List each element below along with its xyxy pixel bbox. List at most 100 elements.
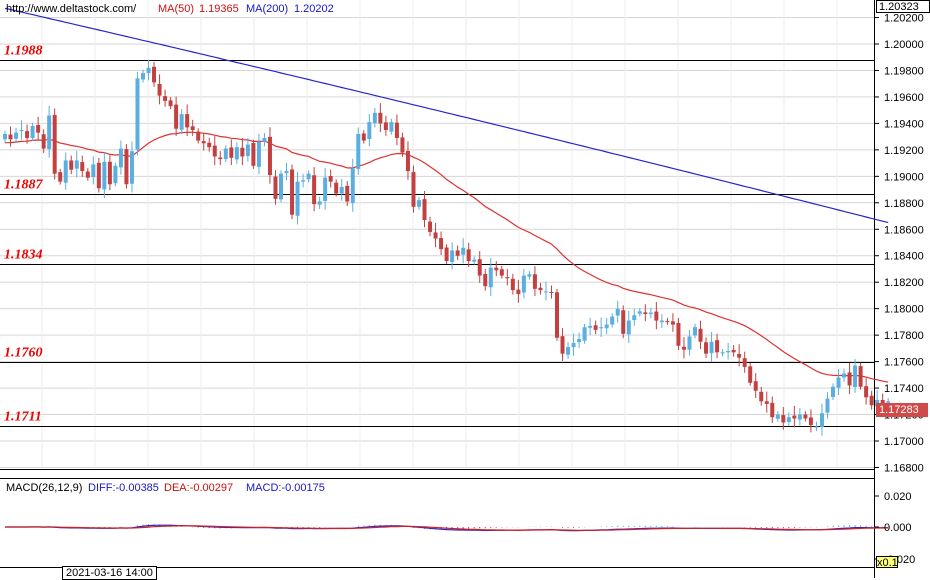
candle-body xyxy=(466,249,471,262)
candle-body xyxy=(30,126,35,138)
candle-body xyxy=(748,366,753,383)
price-tick-label: 1.18000 xyxy=(884,304,924,316)
ma50-line xyxy=(4,131,889,383)
candle-body xyxy=(433,232,438,239)
candle-body xyxy=(262,137,267,142)
candle-body xyxy=(428,221,433,232)
candle-body xyxy=(599,327,604,329)
candle-body xyxy=(400,137,405,153)
site-url[interactable]: http://www.deltastock.com/ xyxy=(6,3,137,15)
candle-body xyxy=(808,417,813,426)
candle-body xyxy=(74,160,79,169)
candle-body xyxy=(279,173,283,200)
price-tick-label: 1.19800 xyxy=(884,65,924,77)
candle-body xyxy=(842,373,847,378)
candle-body xyxy=(41,134,46,149)
candle-body xyxy=(577,339,582,343)
macd-label: MACD(26,12,9) xyxy=(6,482,83,494)
candlesticks xyxy=(3,59,891,436)
candle-body xyxy=(593,325,598,330)
candle-body xyxy=(207,142,212,148)
candle-body xyxy=(814,426,819,428)
candle-body xyxy=(555,292,559,338)
price-gridlines xyxy=(0,0,874,469)
time-cursor-label: 2021-03-16 14:00 xyxy=(62,566,157,580)
candle-body xyxy=(174,104,179,129)
candle-body xyxy=(538,287,543,291)
candle-body xyxy=(146,67,151,74)
price-tick-label: 1.18200 xyxy=(884,277,924,289)
candle-body xyxy=(306,173,311,180)
candle-body xyxy=(488,267,493,288)
ma200-line xyxy=(4,7,889,224)
candle-body xyxy=(676,322,681,346)
candle-body xyxy=(632,315,637,321)
candle-body xyxy=(444,247,449,262)
candle-body xyxy=(566,347,571,355)
candle-body xyxy=(190,126,195,131)
candle-body xyxy=(792,415,797,419)
ma200-label: MA(200) xyxy=(246,3,289,15)
candle-body xyxy=(378,112,383,124)
candle-body xyxy=(726,351,731,353)
candle-body xyxy=(411,172,416,207)
candle-body xyxy=(516,289,521,295)
candle-body xyxy=(720,352,725,354)
candle-body xyxy=(521,275,526,293)
candle-body xyxy=(477,259,482,276)
price-tick-label: 1.18600 xyxy=(884,224,924,236)
candle-body xyxy=(102,161,107,190)
candle-body xyxy=(681,346,686,350)
candle-body xyxy=(361,133,366,141)
candle-body xyxy=(764,401,769,404)
macd-diff-text: DIFF:-0.00385 xyxy=(88,482,159,494)
candle-body xyxy=(295,181,300,216)
candle-body xyxy=(141,73,145,80)
candle-body xyxy=(339,186,344,194)
candle-body xyxy=(880,399,885,404)
price-tick-label: 1.19600 xyxy=(884,92,924,104)
candle-body xyxy=(648,312,653,314)
ma50-label: MA(50) xyxy=(158,3,195,15)
candle-body xyxy=(637,311,642,314)
price-tick-label: 1.19400 xyxy=(884,118,924,130)
candle-body xyxy=(731,349,736,353)
candle-body xyxy=(886,401,891,403)
candle-body xyxy=(643,312,648,314)
candle-body xyxy=(290,169,295,215)
candle-body xyxy=(234,147,239,160)
candle-body xyxy=(8,134,13,140)
price-tick-label: 1.20200 xyxy=(884,13,924,25)
candle-body xyxy=(179,114,184,130)
candle-body xyxy=(63,160,68,183)
candle-body xyxy=(267,136,272,176)
candle-body xyxy=(383,122,388,131)
candle-body xyxy=(328,176,333,182)
support-resistance-levels: 1.1988 1.1887 1.1834 1.1760 1.1711 xyxy=(0,44,874,427)
candle-body xyxy=(659,320,664,323)
level-label: 1.1887 xyxy=(4,178,44,193)
level-label: 1.1834 xyxy=(4,248,43,263)
level-label: 1.1711 xyxy=(4,410,42,425)
candle-body xyxy=(775,414,780,419)
price-tick-label: 1.17000 xyxy=(884,436,924,448)
candle-body xyxy=(759,391,764,402)
candle-body xyxy=(85,171,90,178)
level-label: 1.1760 xyxy=(4,346,43,361)
candle-body xyxy=(693,327,697,336)
candle-body xyxy=(704,342,709,354)
candle-body xyxy=(687,336,692,350)
candle-body xyxy=(334,182,339,194)
candle-body xyxy=(831,386,835,398)
candle-body xyxy=(323,177,328,201)
candle-body xyxy=(864,386,869,398)
candle-body xyxy=(91,164,96,178)
price-tick-label: 1.20000 xyxy=(884,39,924,51)
candle-body xyxy=(163,96,168,101)
candle-body xyxy=(52,114,57,174)
candle-body xyxy=(113,165,118,184)
candle-body xyxy=(422,199,427,221)
candle-body xyxy=(615,308,620,316)
candle-body xyxy=(665,321,670,323)
